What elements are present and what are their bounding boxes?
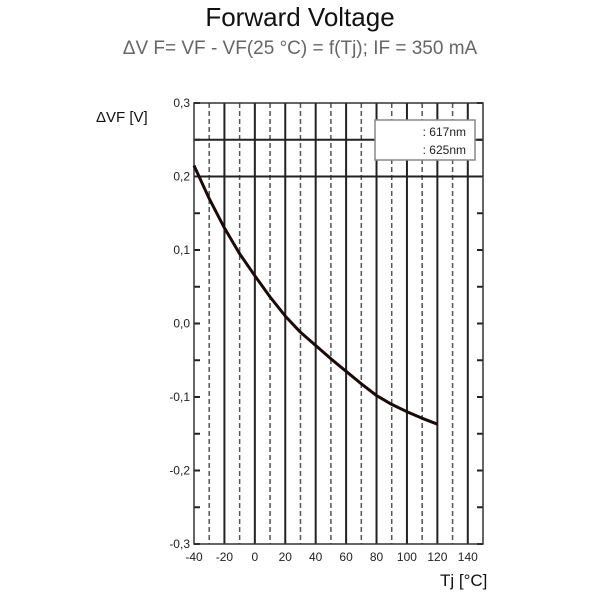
legend-box [374, 119, 476, 161]
x-tick-label: 100 [397, 550, 417, 564]
x-tick-label: 120 [427, 550, 447, 564]
y-tick-label: -0,1 [169, 390, 190, 404]
y-tick-label: -0,3 [169, 537, 190, 551]
x-tick-label: 140 [458, 550, 478, 564]
subtitle-text: ΔV F= VF - VF(25 °C) = f(Tj); IF = 350 m… [122, 38, 478, 59]
x-tick-label: -20 [216, 550, 234, 564]
y-tick-label: 0,3 [173, 96, 190, 110]
x-tick-label: 40 [309, 550, 323, 564]
series-line [192, 164, 438, 426]
plot-frame [193, 102, 484, 545]
y-tick-label: 0,2 [173, 170, 190, 184]
legend-entry: : 617nm [423, 125, 466, 139]
x-tick-label: 20 [279, 550, 293, 564]
x-tick-label: 60 [339, 550, 353, 564]
legend-entry: : 625nm [423, 143, 466, 157]
chart-subtitle: ΔV F= VF - VF(25 °C) = f(Tj); IF = 350 m… [0, 38, 600, 60]
y-tick-label: 0,1 [173, 243, 190, 257]
chart-title: Forward Voltage [205, 2, 395, 32]
x-tick-label: 80 [370, 550, 384, 564]
y-tick-label: -0,2 [169, 464, 190, 478]
x-tick-label: -40 [185, 550, 203, 564]
y-axis-label: ΔVF [V] [96, 109, 148, 126]
x-tick-label: 0 [251, 550, 258, 564]
x-axis-label: Tj [°C] [440, 571, 487, 590]
y-tick-label: 0,0 [173, 317, 190, 331]
